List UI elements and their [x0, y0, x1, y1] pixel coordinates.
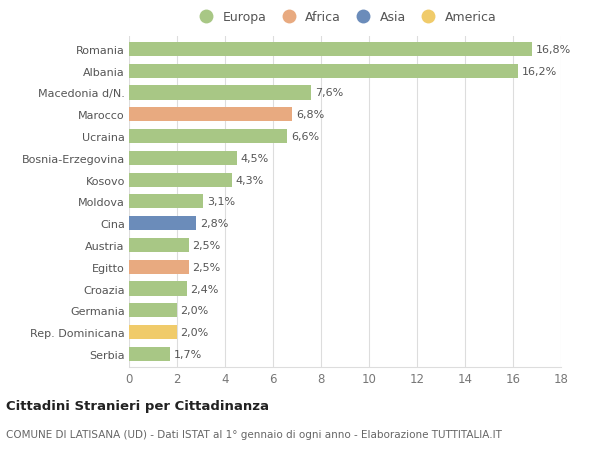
Bar — [129, 151, 237, 166]
Text: 2,4%: 2,4% — [190, 284, 218, 294]
Text: Cittadini Stranieri per Cittadinanza: Cittadini Stranieri per Cittadinanza — [6, 399, 269, 412]
Bar — [129, 217, 196, 231]
Bar — [129, 64, 518, 78]
Text: 2,0%: 2,0% — [181, 327, 209, 337]
Bar — [129, 195, 203, 209]
Bar — [129, 86, 311, 101]
Text: 2,8%: 2,8% — [200, 218, 228, 229]
Legend: Europa, Africa, Asia, America: Europa, Africa, Asia, America — [194, 11, 496, 24]
Bar — [129, 303, 177, 318]
Bar — [129, 282, 187, 296]
Text: 16,2%: 16,2% — [521, 67, 557, 77]
Text: COMUNE DI LATISANA (UD) - Dati ISTAT al 1° gennaio di ogni anno - Elaborazione T: COMUNE DI LATISANA (UD) - Dati ISTAT al … — [6, 429, 502, 439]
Bar — [129, 129, 287, 144]
Text: 2,0%: 2,0% — [181, 306, 209, 316]
Text: 6,6%: 6,6% — [291, 132, 319, 142]
Bar — [129, 108, 292, 122]
Text: 16,8%: 16,8% — [536, 45, 571, 55]
Text: 2,5%: 2,5% — [193, 262, 221, 272]
Text: 3,1%: 3,1% — [207, 197, 235, 207]
Text: 6,8%: 6,8% — [296, 110, 324, 120]
Text: 1,7%: 1,7% — [173, 349, 202, 359]
Bar — [129, 173, 232, 187]
Text: 4,3%: 4,3% — [236, 175, 264, 185]
Bar — [129, 325, 177, 340]
Text: 7,6%: 7,6% — [315, 88, 343, 98]
Bar — [129, 238, 189, 252]
Text: 4,5%: 4,5% — [241, 153, 269, 163]
Text: 2,5%: 2,5% — [193, 241, 221, 251]
Bar — [129, 347, 170, 361]
Bar — [129, 260, 189, 274]
Bar — [129, 43, 532, 57]
